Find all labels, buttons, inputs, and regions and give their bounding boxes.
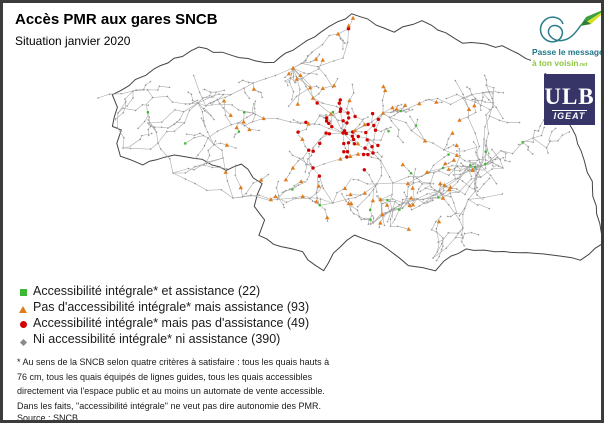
svg-text:à ton voisin.net: à ton voisin.net [532,58,588,68]
svg-text:Passe le message: Passe le message [532,47,604,57]
